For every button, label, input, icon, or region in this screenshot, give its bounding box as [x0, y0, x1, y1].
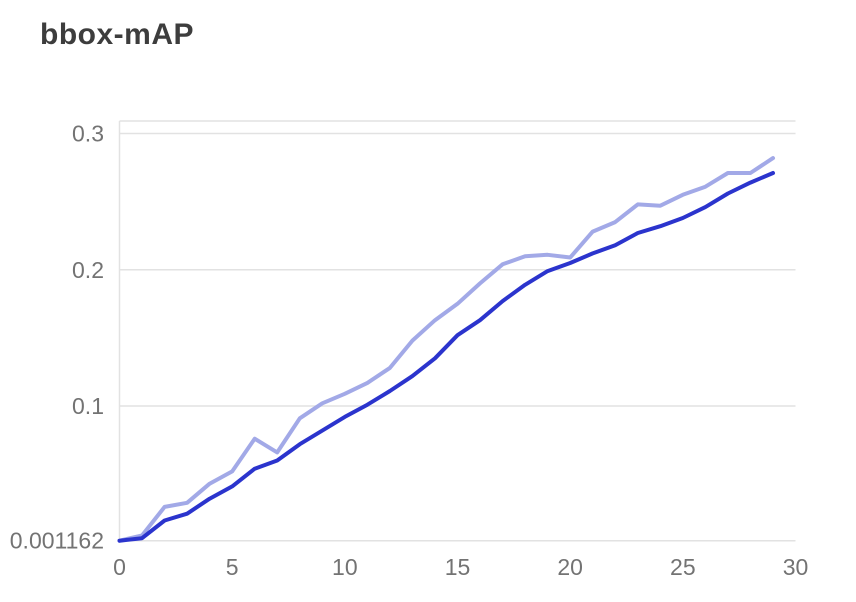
x-tick-label: 15 [445, 554, 471, 580]
y-tick-label: 0.3 [72, 121, 104, 147]
y-tick-label: 0.2 [72, 257, 104, 283]
series-light-lavender-line[interactable] [117, 156, 775, 543]
x-tick-label: 25 [670, 554, 696, 580]
series-dark-blue-line[interactable] [117, 171, 775, 543]
x-tick-label: 0 [113, 554, 126, 580]
x-tick-label: 5 [226, 554, 239, 580]
chart-title: bbox-mAP [40, 18, 194, 51]
x-tick-label: 30 [783, 554, 809, 580]
x-tick-label: 20 [557, 554, 583, 580]
x-tick-label: 10 [332, 554, 358, 580]
y-tick-label: 0.1 [72, 393, 104, 419]
y-tick-label: 0.001162 [10, 528, 104, 554]
